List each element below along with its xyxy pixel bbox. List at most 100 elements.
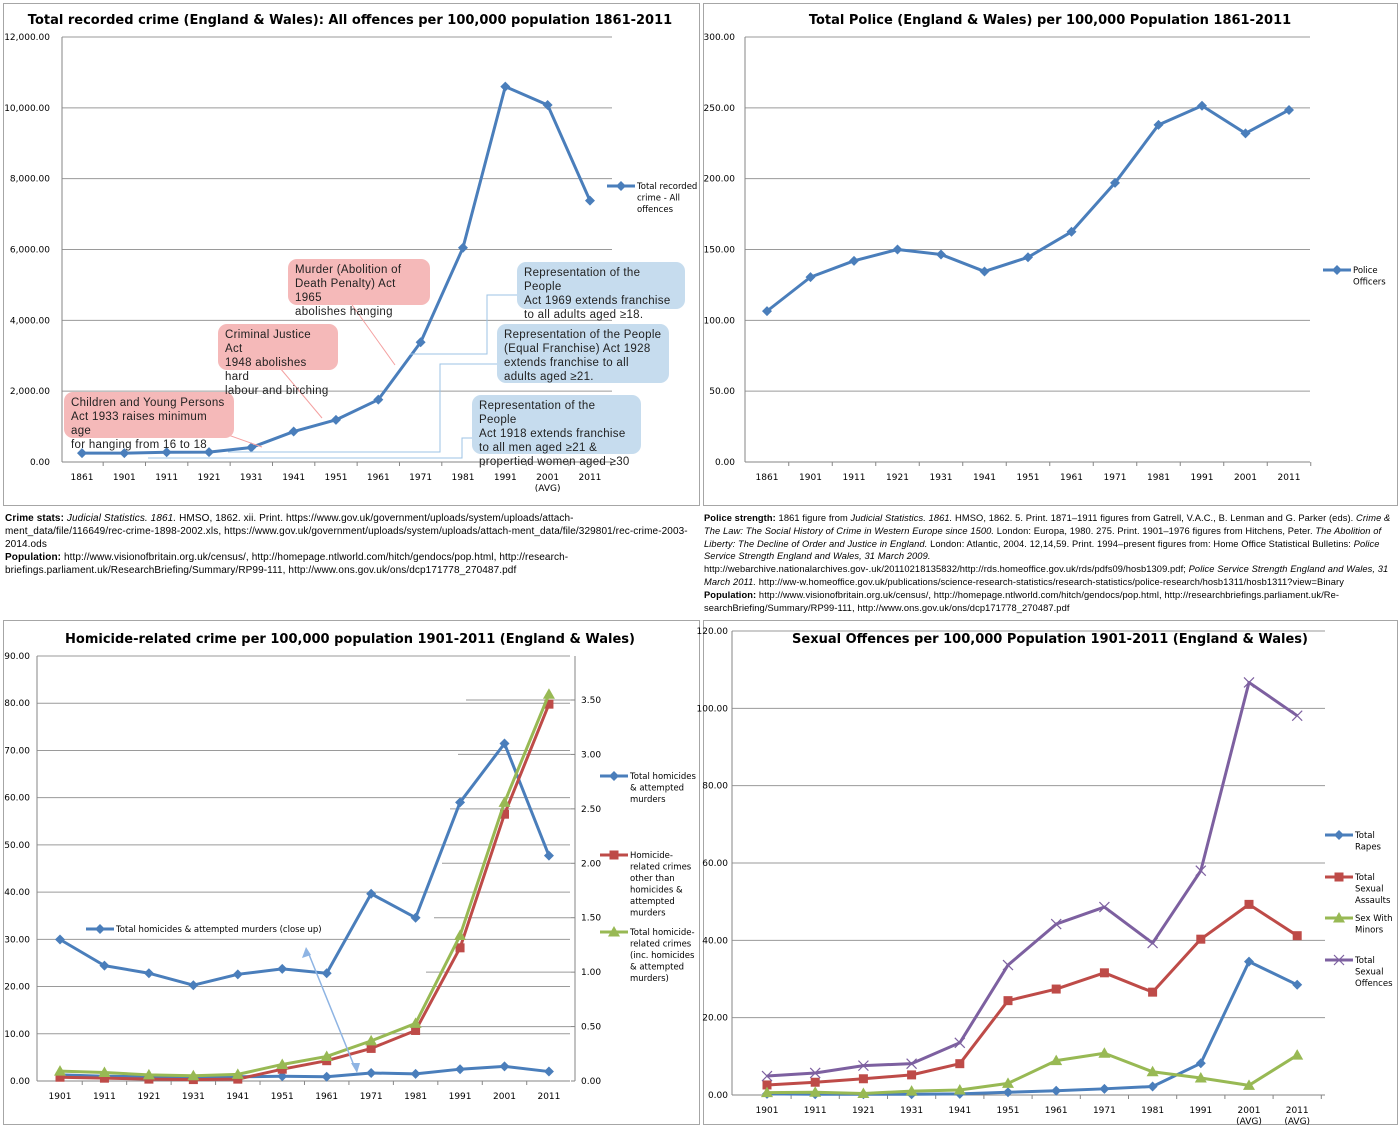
legend-label: other than	[630, 874, 675, 884]
legend-label: & attempted	[630, 963, 684, 973]
x-tick-label: 1951	[325, 473, 348, 483]
data-point	[1147, 1081, 1158, 1092]
x-tick-label: 1941	[282, 473, 305, 483]
data-point	[1292, 931, 1302, 941]
data-point	[410, 912, 421, 923]
annotation-connectors	[148, 294, 517, 459]
chart-title: Sexual Offences per 100,000 Population 1…	[792, 632, 1308, 647]
data-point	[499, 738, 510, 749]
legend-label: attempted	[630, 897, 675, 907]
x-tick-label: 1981	[452, 473, 475, 483]
source-text: London: Europa, 1980. 275. Print. 1901–1…	[994, 525, 1316, 536]
data-point	[276, 1058, 289, 1069]
y-tick-label: 10.00	[4, 1030, 30, 1040]
data-point	[231, 1068, 244, 1079]
data-point	[77, 448, 87, 459]
x-tick-label: 1961	[1045, 1106, 1068, 1116]
legend-label: Sex With	[1355, 914, 1393, 924]
data-point	[761, 1070, 773, 1082]
legend-label: Total	[1354, 873, 1375, 883]
data-point	[232, 969, 243, 980]
connector-line	[349, 301, 396, 366]
data-point	[979, 266, 990, 277]
sexual-chart: 0.00 20.00 40.00 60.00 80.00 100.00 120.00 1901…	[697, 627, 1394, 1127]
legend-marker	[1332, 265, 1342, 275]
data-point	[161, 447, 172, 458]
x-tick-label: 1901	[49, 1092, 72, 1102]
y2-tick-label: 0.00	[581, 1077, 601, 1087]
y-tick-label: 250.00	[704, 104, 736, 114]
y-tick-label: 50.00	[709, 387, 735, 397]
source-text: HMSO, 1862. 5. Print. 1871–1911 figures …	[952, 513, 1357, 523]
annotation-line: labour and birching	[225, 385, 329, 397]
legend-marker	[609, 850, 619, 860]
y-tick-label: 40.00	[4, 888, 30, 898]
data-point	[203, 447, 214, 458]
data-point	[500, 81, 511, 92]
legend-label: (inc. homicides	[630, 951, 695, 961]
data-point	[1051, 984, 1061, 994]
legend-label: homicides &	[630, 886, 683, 896]
close-up-legend: Total homicides & attempted murders (clo…	[86, 924, 360, 1073]
legend-label: Assaults	[1355, 896, 1391, 906]
y-tick-label: 150.00	[704, 246, 736, 256]
x-tick-label: 1991	[1191, 473, 1214, 483]
x-tick-label: 2011	[1286, 1106, 1309, 1116]
y-tick-label: 90.00	[4, 652, 30, 662]
data-point	[500, 809, 509, 819]
x-tick-label: 1861	[71, 473, 94, 483]
x-tick-label: 1991	[494, 473, 517, 483]
legend-label: Total	[1354, 831, 1375, 841]
data-point	[246, 442, 257, 453]
x-tick-sublabel: (AVG)	[1284, 1117, 1310, 1127]
x-tick-label: 1961	[1060, 473, 1083, 483]
annotation-line: (Equal Franchise) Act 1928	[504, 343, 651, 355]
x-tick-sublabel: (AVG)	[1236, 1117, 1262, 1127]
x-tick-label: 1971	[360, 1092, 383, 1102]
legend-label: Total homicide-	[629, 928, 695, 938]
data-point	[543, 1066, 554, 1077]
source-text: London: Atlantic, 2004. 12,14,59. Print.…	[927, 538, 1354, 549]
data-point	[857, 1060, 869, 1072]
y-tick-label: 30.00	[4, 935, 30, 945]
data-point	[810, 1077, 820, 1087]
legend-label: related crimes	[630, 863, 692, 873]
legend-label: Rapes	[1355, 843, 1382, 853]
x-tick-label: 1951	[1017, 473, 1040, 483]
data-point	[1050, 1054, 1063, 1066]
annotation-line: Representation of the People	[504, 329, 662, 341]
data-point	[98, 1066, 111, 1077]
y-tick-label: 20.00	[702, 1014, 728, 1024]
y2-tick-label: 3.00	[581, 750, 601, 760]
data-point	[1002, 959, 1014, 971]
y-tick-label: 0.00	[10, 1077, 30, 1087]
data-point	[366, 1043, 376, 1053]
data-point	[457, 242, 468, 253]
y-tick-label: 20.00	[4, 983, 30, 993]
y-tick-label: 12,000.00	[4, 33, 50, 43]
x-tick-label: 1941	[948, 1106, 971, 1116]
data-point	[366, 1067, 377, 1078]
y-tick-label: 60.00	[702, 859, 728, 869]
data-point	[1051, 1085, 1062, 1096]
y2-tick-label: 2.50	[581, 805, 601, 815]
x-tick-label: 1921	[852, 1106, 875, 1116]
source-text: http://www.visionofbritain.org.uk/census…	[5, 552, 569, 576]
y-tick-label: 80.00	[4, 699, 30, 709]
arrow-head-icon	[302, 947, 311, 958]
y2-tick-label: 3.50	[581, 696, 601, 706]
source-title: The Abolition of Liberty: The Decline of…	[704, 525, 1382, 549]
chart-title: Total Police (England & Wales) per 100,0…	[809, 13, 1291, 28]
annotation-line: Murder (Abolition of	[295, 264, 402, 276]
annotation-rpa-1928: Representation of the People (Equal Fran…	[497, 324, 669, 383]
legend-label: offences	[637, 205, 674, 215]
x-tick-label: 1931	[900, 1106, 923, 1116]
homicide-chart-frame	[3, 620, 700, 1125]
series-total-sexual-assaults	[762, 899, 1302, 1090]
x-tick-label: 2011	[1278, 473, 1301, 483]
x-tick-label: 1961	[315, 1092, 338, 1102]
source-label-crime: Crime stats:	[5, 513, 64, 524]
data-point	[936, 249, 946, 260]
data-point	[805, 272, 816, 283]
